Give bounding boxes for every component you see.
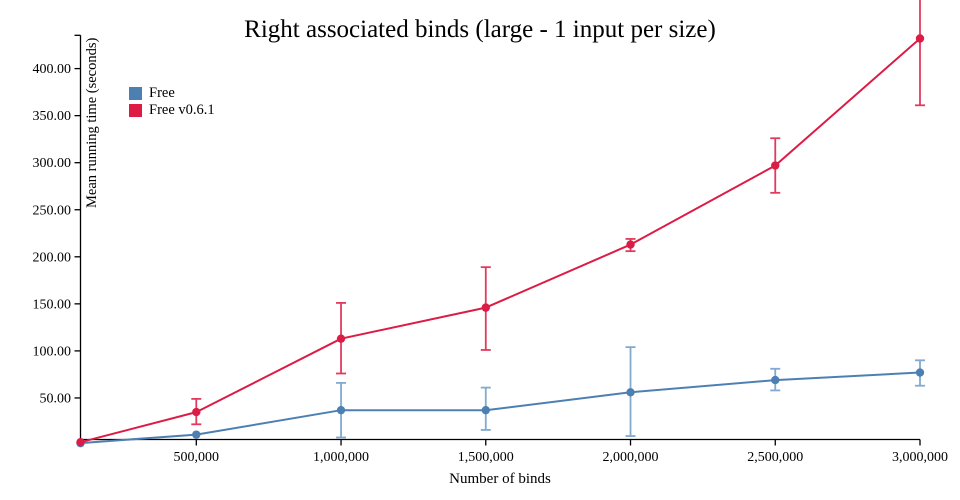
legend-swatch-icon bbox=[129, 103, 142, 117]
y-tick-label: 50.00 bbox=[40, 391, 72, 406]
x-tick-label: 3,000,000 bbox=[892, 450, 948, 465]
data-point bbox=[481, 303, 490, 312]
legend: Free Free v0.6.1 bbox=[129, 86, 215, 120]
data-point bbox=[192, 407, 201, 417]
legend-item: Free v0.6.1 bbox=[129, 103, 215, 117]
data-point bbox=[915, 34, 925, 43]
y-tick-label: 300.00 bbox=[33, 156, 72, 171]
y-tick-label: 150.00 bbox=[33, 297, 72, 312]
data-point bbox=[481, 405, 490, 415]
data-point bbox=[192, 430, 201, 439]
x-tick-label: 2,000,000 bbox=[603, 450, 659, 465]
data-point bbox=[626, 388, 635, 397]
y-tick-label: 400.00 bbox=[33, 62, 72, 77]
y-tick-label: 250.00 bbox=[33, 203, 72, 218]
x-tick-label: 2,500,000 bbox=[747, 450, 803, 465]
y-tick-label: 100.00 bbox=[33, 344, 72, 359]
data-point bbox=[771, 375, 780, 385]
legend-label: Free bbox=[149, 85, 175, 101]
y-tick-label: 350.00 bbox=[33, 109, 72, 124]
y-axis-title: Mean running time (seconds) bbox=[84, 37, 100, 208]
data-point bbox=[336, 334, 346, 343]
y-tick-label: 200.00 bbox=[33, 250, 72, 265]
x-tick-label: 500,000 bbox=[174, 450, 220, 465]
data-point bbox=[76, 437, 85, 447]
x-tick-label: 1,500,000 bbox=[458, 450, 514, 465]
data-point bbox=[336, 405, 346, 415]
data-point bbox=[626, 240, 635, 249]
legend-swatch-icon bbox=[129, 86, 142, 100]
x-axis-title: Number of binds bbox=[449, 471, 551, 487]
legend-item: Free bbox=[129, 86, 215, 100]
chart-title: Right associated binds (large - 1 input … bbox=[244, 16, 716, 43]
data-point bbox=[915, 368, 925, 377]
data-point bbox=[771, 161, 780, 170]
x-tick-label: 1,000,000 bbox=[313, 450, 369, 465]
legend-label: Free v0.6.1 bbox=[149, 102, 215, 118]
